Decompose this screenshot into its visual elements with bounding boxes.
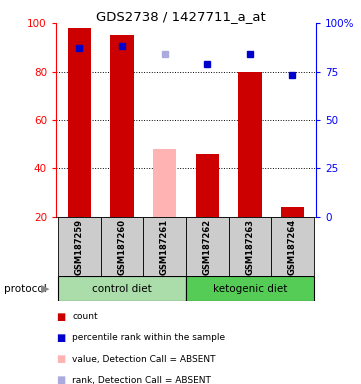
- Text: protocol: protocol: [4, 284, 46, 294]
- Text: ■: ■: [56, 333, 65, 343]
- Text: rank, Detection Call = ABSENT: rank, Detection Call = ABSENT: [72, 376, 211, 384]
- Bar: [58, 276, 186, 301]
- Text: ■: ■: [56, 375, 65, 384]
- Text: percentile rank within the sample: percentile rank within the sample: [72, 333, 225, 343]
- Bar: [281, 207, 304, 217]
- Text: ■: ■: [56, 354, 65, 364]
- Text: GDS2738 / 1427711_a_at: GDS2738 / 1427711_a_at: [96, 10, 265, 23]
- Bar: [238, 71, 262, 217]
- Bar: [229, 217, 271, 276]
- Text: ■: ■: [56, 312, 65, 322]
- Bar: [196, 154, 219, 217]
- Bar: [186, 217, 229, 276]
- Bar: [68, 28, 91, 217]
- Text: GSM187261: GSM187261: [160, 218, 169, 275]
- Text: GSM187262: GSM187262: [203, 218, 212, 275]
- Bar: [110, 35, 134, 217]
- Text: control diet: control diet: [92, 284, 152, 294]
- Text: value, Detection Call = ABSENT: value, Detection Call = ABSENT: [72, 354, 216, 364]
- Bar: [143, 217, 186, 276]
- Bar: [153, 149, 176, 217]
- Text: ketogenic diet: ketogenic diet: [213, 284, 287, 294]
- Text: GSM187260: GSM187260: [117, 219, 126, 275]
- Bar: [271, 217, 314, 276]
- Bar: [58, 217, 101, 276]
- Bar: [186, 276, 314, 301]
- Text: count: count: [72, 312, 98, 321]
- Text: GSM187259: GSM187259: [75, 219, 84, 275]
- Text: GSM187264: GSM187264: [288, 218, 297, 275]
- Text: GSM187263: GSM187263: [245, 219, 255, 275]
- Bar: [101, 217, 143, 276]
- Text: ▶: ▶: [41, 284, 49, 294]
